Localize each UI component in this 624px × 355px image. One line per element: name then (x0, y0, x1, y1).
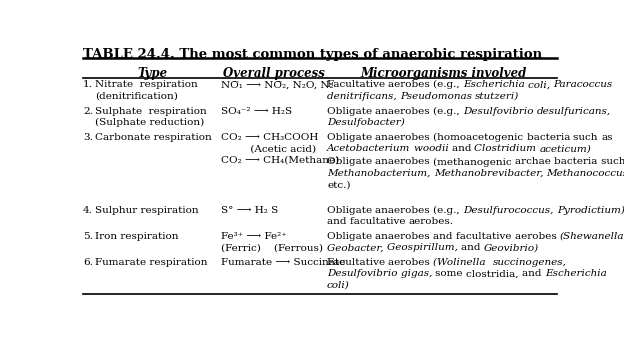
Text: aerobes: aerobes (388, 80, 434, 89)
Text: (denitrification): (denitrification) (95, 92, 178, 101)
Text: 1.: 1. (83, 80, 93, 89)
Text: coli): coli) (327, 281, 350, 290)
Text: Desulfovibrio: Desulfovibrio (327, 269, 401, 278)
Text: Desulfobacter): Desulfobacter) (327, 118, 405, 127)
Text: Type: Type (138, 67, 168, 80)
Text: some: some (436, 269, 466, 278)
Text: and: and (327, 217, 350, 226)
Text: Obligate: Obligate (327, 133, 376, 142)
Text: 2.: 2. (83, 106, 93, 116)
Text: Facultative: Facultative (327, 258, 388, 267)
Text: anaerobes: anaerobes (376, 158, 433, 166)
Text: Fumarate ⟶ Succinate: Fumarate ⟶ Succinate (221, 258, 345, 267)
Text: denitrificans,: denitrificans, (327, 92, 400, 101)
Text: (methanogenic: (methanogenic (433, 158, 515, 166)
Text: and: and (461, 243, 484, 252)
Text: Pyrodictium): Pyrodictium) (557, 206, 624, 215)
Text: Obligate: Obligate (327, 206, 376, 214)
Text: Paracoccus: Paracoccus (553, 80, 613, 89)
Text: (e.g.,: (e.g., (433, 206, 463, 215)
Text: Geospirillum,: Geospirillum, (387, 243, 461, 252)
Text: Microorganisms involved: Microorganisms involved (360, 67, 526, 80)
Text: etc.): etc.) (327, 180, 351, 190)
Text: (e.g.,: (e.g., (434, 80, 463, 89)
Text: and: and (522, 269, 545, 278)
Text: Obligate: Obligate (327, 106, 376, 116)
Text: aerobes.: aerobes. (409, 217, 454, 226)
Text: CO₂ ⟶ CH₄(Methane): CO₂ ⟶ CH₄(Methane) (221, 156, 339, 165)
Text: 3.: 3. (83, 133, 93, 142)
Text: Sulphur respiration: Sulphur respiration (95, 206, 198, 214)
Text: desulfuricans,: desulfuricans, (537, 106, 611, 116)
Text: Escherichia: Escherichia (463, 80, 529, 89)
Text: Escherichia: Escherichia (545, 269, 607, 278)
Text: (e.g.,: (e.g., (433, 106, 463, 116)
Text: Pseudomonas: Pseudomonas (400, 92, 475, 101)
Text: archae: archae (515, 158, 554, 166)
Text: anaerobes: anaerobes (376, 133, 433, 142)
Text: bacteria: bacteria (554, 158, 601, 166)
Text: CO₂ ⟶ CH₃COOH: CO₂ ⟶ CH₃COOH (221, 133, 318, 142)
Text: and: and (452, 144, 474, 153)
Text: Methanobrevibacter,: Methanobrevibacter, (434, 169, 546, 178)
Text: anaerobes: anaerobes (376, 106, 433, 116)
Text: Obligate: Obligate (327, 232, 376, 241)
Text: as: as (601, 133, 613, 142)
Text: (Sulphate reduction): (Sulphate reduction) (95, 118, 204, 127)
Text: Acetobacterium: Acetobacterium (327, 144, 414, 153)
Text: (Wolinella: (Wolinella (434, 258, 489, 267)
Text: Methanococcus,: Methanococcus, (546, 169, 624, 178)
Text: Carbonate respiration: Carbonate respiration (95, 133, 212, 142)
Text: facultative: facultative (350, 217, 409, 226)
Text: facultative: facultative (456, 232, 515, 241)
Text: anaerobes: anaerobes (376, 232, 433, 241)
Text: (Shewanella,: (Shewanella, (560, 232, 624, 241)
Text: Fe³⁺ ⟶ Fe²⁺: Fe³⁺ ⟶ Fe²⁺ (221, 232, 286, 241)
Text: (homoacetogenic: (homoacetogenic (433, 133, 527, 142)
Text: gigas,: gigas, (401, 269, 436, 278)
Text: Overall process: Overall process (223, 67, 325, 80)
Text: (Acetic acid): (Acetic acid) (221, 144, 316, 153)
Text: Clostridium: Clostridium (474, 144, 540, 153)
Text: 6.: 6. (83, 258, 93, 267)
Text: and: and (433, 232, 456, 241)
Text: bacteria: bacteria (527, 133, 573, 142)
Text: Geobacter,: Geobacter, (327, 243, 387, 252)
Text: aerobes: aerobes (388, 258, 434, 267)
Text: anaerobes: anaerobes (376, 206, 433, 214)
Text: succinogenes,: succinogenes, (492, 258, 567, 267)
Text: 4.: 4. (83, 206, 93, 214)
Text: SO₄⁻² ⟶ H₂S: SO₄⁻² ⟶ H₂S (221, 106, 292, 116)
Text: S° ⟶ H₂ S: S° ⟶ H₂ S (221, 206, 278, 214)
Text: such: such (601, 158, 624, 166)
Text: NO̅₁ ⟶ NO̅₂, N₂O, N₂: NO̅₁ ⟶ NO̅₂, N₂O, N₂ (221, 80, 333, 89)
Text: aceticum): aceticum) (540, 144, 592, 153)
Text: Facultative: Facultative (327, 80, 388, 89)
Text: Obligate: Obligate (327, 158, 376, 166)
Text: Fumarate respiration: Fumarate respiration (95, 258, 207, 267)
Text: such: such (573, 133, 601, 142)
Text: 5.: 5. (83, 232, 93, 241)
Text: Sulphate  respiration: Sulphate respiration (95, 106, 207, 116)
Text: coli,: coli, (529, 80, 553, 89)
Text: woodii: woodii (414, 144, 452, 153)
Text: Methanobacterium,: Methanobacterium, (327, 169, 434, 178)
Text: aerobes: aerobes (515, 232, 560, 241)
Text: TABLE 24.4. The most common types of anaerobic respiration: TABLE 24.4. The most common types of ana… (83, 48, 542, 60)
Text: Desulfurococcus,: Desulfurococcus, (463, 206, 557, 214)
Text: Desulfovibrio: Desulfovibrio (463, 106, 537, 116)
Text: Nitrate  respiration: Nitrate respiration (95, 80, 198, 89)
Text: stutzeri): stutzeri) (475, 92, 519, 101)
Text: (Ferric)    (Ferrous): (Ferric) (Ferrous) (221, 243, 323, 252)
Text: clostridia,: clostridia, (466, 269, 522, 278)
Text: Iron respiration: Iron respiration (95, 232, 178, 241)
Text: Geovibrio): Geovibrio) (484, 243, 539, 252)
